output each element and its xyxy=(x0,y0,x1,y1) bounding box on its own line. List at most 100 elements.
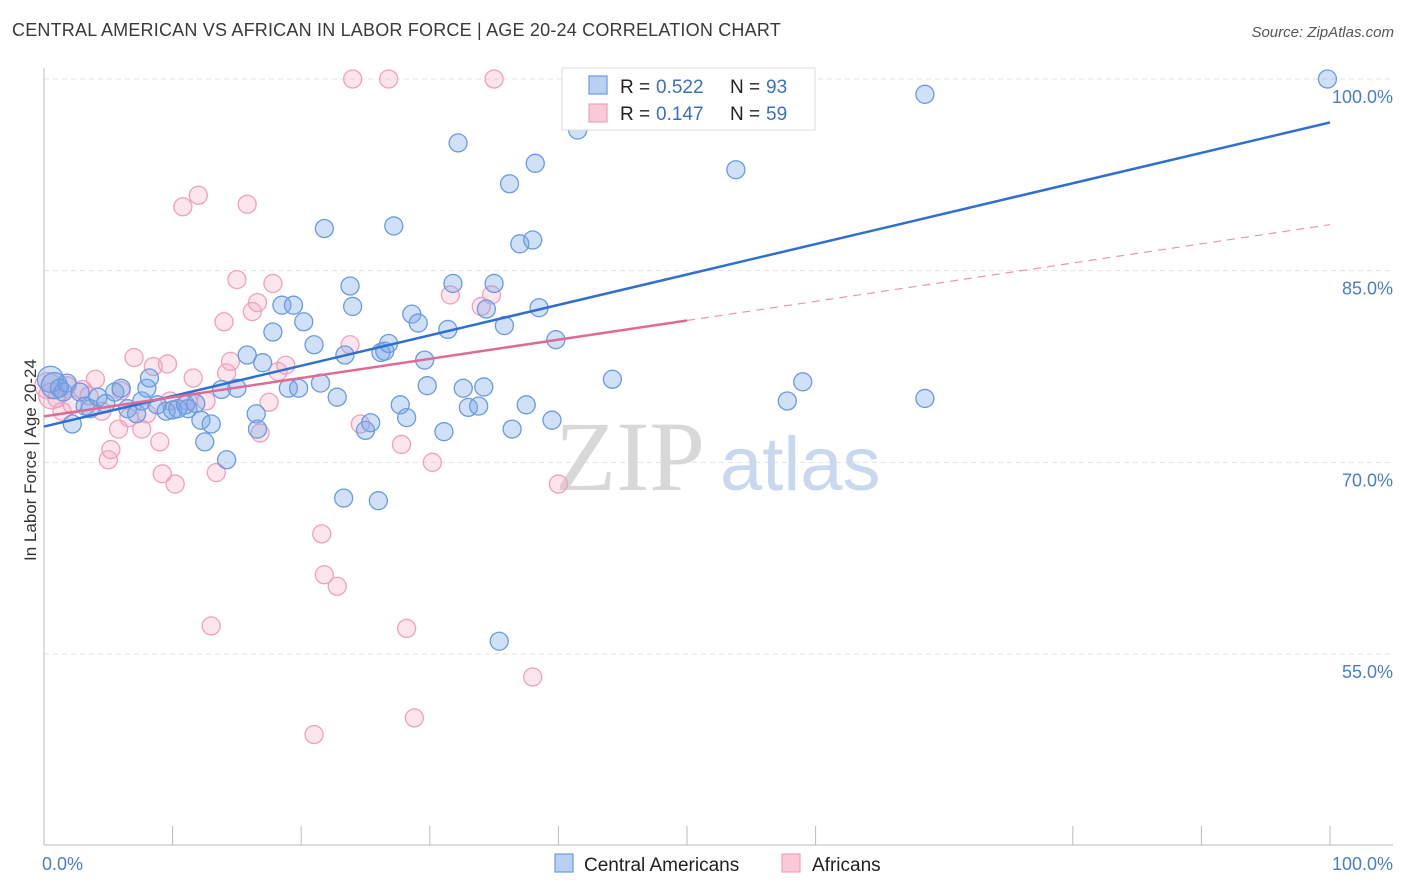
central-american-point xyxy=(397,407,417,428)
central-american-point xyxy=(448,133,468,153)
central-american-point xyxy=(304,335,324,355)
y-tick-label: 55.0% xyxy=(1342,662,1393,682)
central-american-point xyxy=(453,378,473,398)
african-point xyxy=(378,69,399,89)
central-american-point xyxy=(263,322,283,342)
y-axis-label: In Labor Force | Age 20-24 xyxy=(21,359,40,561)
legend-swatch-central xyxy=(588,75,608,95)
x-tick-label-left: 0.0% xyxy=(42,854,83,874)
african-point xyxy=(304,724,324,745)
legend-n-value-central: 93 xyxy=(766,77,787,98)
central-american-point xyxy=(360,413,381,433)
african-point xyxy=(183,368,203,388)
african-point xyxy=(201,616,221,636)
watermark-zip: ZIP xyxy=(555,401,705,512)
x-tick-label-right: 100.0% xyxy=(1332,854,1393,874)
central-american-point xyxy=(368,491,389,511)
central-american-point xyxy=(186,393,206,414)
central-american-point xyxy=(915,84,935,104)
central-american-point xyxy=(489,631,509,651)
african-point xyxy=(397,618,417,639)
central-american-point xyxy=(469,396,489,416)
legend-r-value-africans: 0.147 xyxy=(656,104,704,125)
legend-n-label-central: N = xyxy=(730,77,760,98)
african-point xyxy=(312,524,332,544)
african-point xyxy=(440,285,461,305)
african-point xyxy=(152,464,172,484)
african-point xyxy=(327,576,347,596)
central-american-point xyxy=(191,410,211,430)
central-american-point xyxy=(408,313,428,333)
stats-legend: R = 0.522 N = 93 R = 0.147 N = 59 xyxy=(561,67,816,131)
central-american-point xyxy=(384,216,404,236)
african-point xyxy=(422,452,443,472)
central-american-point xyxy=(476,299,497,319)
central-american-point xyxy=(602,369,623,389)
african-point xyxy=(85,369,106,389)
african-point xyxy=(150,432,170,452)
central-american-point xyxy=(342,296,363,317)
y-tick-label: 70.0% xyxy=(1342,470,1393,490)
central-american-point xyxy=(777,391,797,411)
central-american-point xyxy=(237,345,257,365)
african-point xyxy=(206,462,226,483)
central-american-point xyxy=(139,368,160,388)
african-point xyxy=(548,474,569,494)
central-american-point xyxy=(484,273,504,294)
african-point xyxy=(263,273,283,294)
african-point xyxy=(101,439,121,460)
trend-lines xyxy=(43,121,1331,428)
african-point xyxy=(188,185,208,205)
african-point xyxy=(124,347,144,368)
african-point xyxy=(173,197,193,217)
central-american-point xyxy=(333,488,354,508)
grid-lines xyxy=(44,78,1393,655)
african-point xyxy=(523,667,543,687)
central-american-point xyxy=(474,377,494,397)
african-point xyxy=(165,474,185,494)
central-american-point xyxy=(195,432,215,452)
central-american-point xyxy=(247,419,268,439)
african-point xyxy=(220,351,241,372)
y-tick-label: 85.0% xyxy=(1342,279,1393,299)
central-american-point xyxy=(499,174,520,194)
central-american-point xyxy=(283,295,304,315)
central-american-point xyxy=(458,397,479,418)
central-american-point xyxy=(434,422,454,442)
central-american-point xyxy=(201,414,221,434)
legend-r-label-central: R = xyxy=(620,77,650,98)
africans-trend-line-extension xyxy=(686,224,1331,322)
legend-n-value-africans: 59 xyxy=(766,104,787,125)
central-american-point xyxy=(443,273,463,294)
central-american-point xyxy=(542,410,562,430)
african-point xyxy=(314,565,334,585)
bottom-legend-label-africans: Africans xyxy=(812,855,881,876)
african-point xyxy=(350,414,371,434)
central-american-point xyxy=(523,230,543,250)
african-point xyxy=(132,419,152,439)
bottom-legend-swatch-africans xyxy=(781,853,801,873)
central-american-point xyxy=(516,395,536,415)
y-tick-label: 100.0% xyxy=(1332,87,1393,107)
central-american-point xyxy=(1317,69,1338,89)
africans-trend-line xyxy=(43,319,688,418)
central-american-point xyxy=(327,387,347,407)
african-point xyxy=(143,356,163,377)
central-american-point xyxy=(793,372,813,392)
african-point xyxy=(342,69,363,89)
central-american-point xyxy=(111,378,131,398)
central-american-point xyxy=(915,388,935,409)
central-american-point xyxy=(294,312,314,332)
legend-r-value-central: 0.522 xyxy=(656,77,704,98)
central-american-point xyxy=(288,378,309,398)
legend-n-label-africans: N = xyxy=(730,104,760,125)
bottom-legend-label-central: Central Americans xyxy=(584,855,739,876)
central-american-point xyxy=(156,401,176,421)
legend-r-label-africans: R = xyxy=(620,104,650,125)
central-american-point xyxy=(502,419,522,439)
african-point xyxy=(391,434,412,455)
central-american-point xyxy=(525,153,545,173)
african-point xyxy=(237,194,257,214)
central-american-point xyxy=(252,353,273,373)
